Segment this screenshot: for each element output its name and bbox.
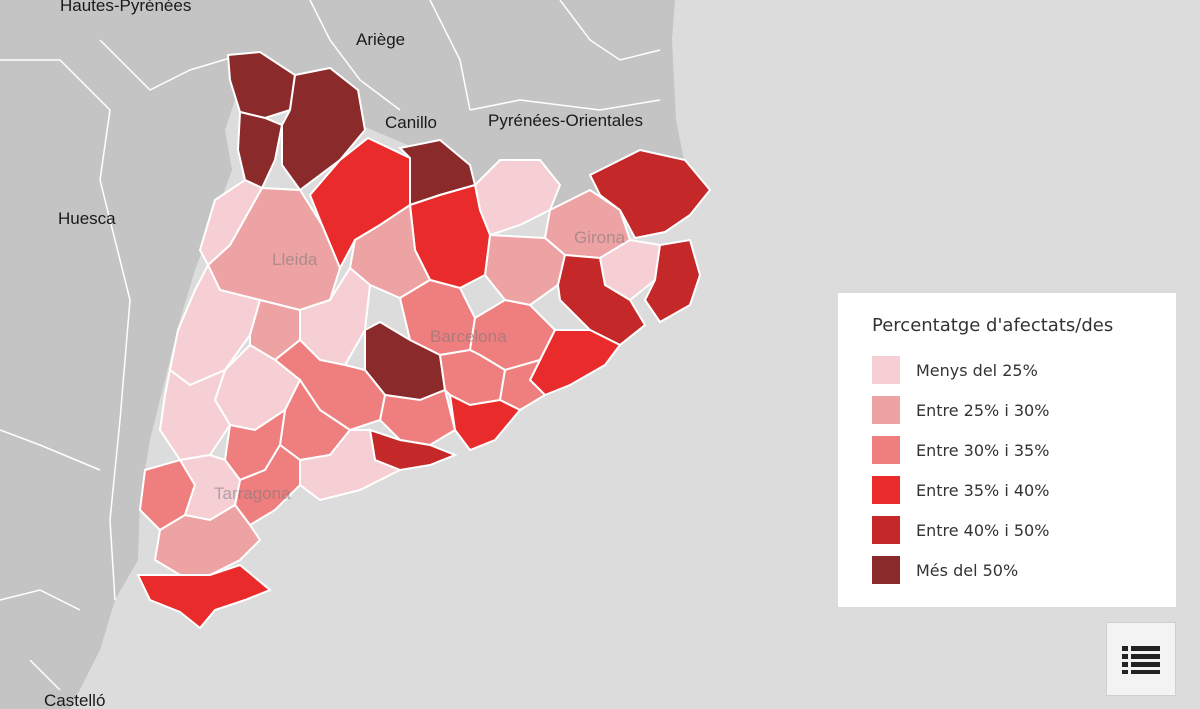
legend-label: Entre 25% i 30% <box>916 400 1050 420</box>
legend-item: Entre 25% i 30% <box>872 390 1176 430</box>
legend-label: Entre 40% i 50% <box>916 520 1050 540</box>
comarca-baix-ebre[interactable] <box>153 503 262 576</box>
legend-item: Entre 40% i 50% <box>872 510 1176 550</box>
comarca-baix-llobregat[interactable] <box>448 393 522 452</box>
label-province-lleida: Lleida <box>272 250 318 269</box>
comarca-tarragones[interactable] <box>299 429 403 502</box>
label-castello: Castelló <box>44 691 105 709</box>
legend-toggle-button[interactable] <box>1106 622 1176 696</box>
label-province-tarragona: Tarragona <box>214 484 291 503</box>
comarca-baix-emporda[interactable] <box>643 238 702 324</box>
legend-swatch <box>872 436 900 464</box>
comarca-alt-penedes[interactable] <box>378 388 457 447</box>
legend-title: Percentatge d'afectats/des <box>872 315 1114 336</box>
legend-item: Entre 35% i 40% <box>872 470 1176 510</box>
comarca-selva[interactable] <box>556 253 647 347</box>
legend-swatch <box>872 396 900 424</box>
comarca-val-daran[interactable] <box>226 50 297 120</box>
legend-swatch <box>872 556 900 584</box>
comarca-alt-emporda[interactable] <box>588 148 712 240</box>
comarca-osona[interactable] <box>483 233 567 307</box>
label-ariege: Ariège <box>356 30 405 49</box>
label-huesca: Huesca <box>58 209 116 228</box>
legend-swatch <box>872 356 900 384</box>
label-pyrenees-orientales: Pyrénées-Orientales <box>488 111 643 130</box>
legend: Percentatge d'afectats/des Menys del 25%… <box>838 293 1176 607</box>
outside-borders <box>0 0 661 691</box>
label-province-girona: Girona <box>574 228 626 247</box>
list-icon <box>1122 646 1160 674</box>
label-province-barcelona: Barcelona <box>430 327 507 346</box>
legend-label: Entre 30% i 35% <box>916 440 1050 460</box>
comarca-ribera-debre[interactable] <box>158 368 232 462</box>
catalonia <box>136 50 712 630</box>
legend-label: Entre 35% i 40% <box>916 480 1050 500</box>
legend-label: Menys del 25% <box>916 360 1038 380</box>
legend-item: Més del 50% <box>872 550 1176 590</box>
label-canillo: Canillo <box>385 113 437 132</box>
comarca-alta-ribagorca[interactable] <box>236 110 284 190</box>
label-hautes-pyrenees: Hautes-Pyrénées <box>60 0 191 15</box>
legend-swatch <box>872 516 900 544</box>
legend-swatch <box>872 476 900 504</box>
legend-label: Més del 50% <box>916 560 1019 580</box>
legend-item: Menys del 25% <box>872 350 1176 390</box>
legend-item: Entre 30% i 35% <box>872 430 1176 470</box>
comarca-montsia[interactable] <box>136 563 272 630</box>
comarca-pallars-sobira[interactable] <box>281 66 367 192</box>
